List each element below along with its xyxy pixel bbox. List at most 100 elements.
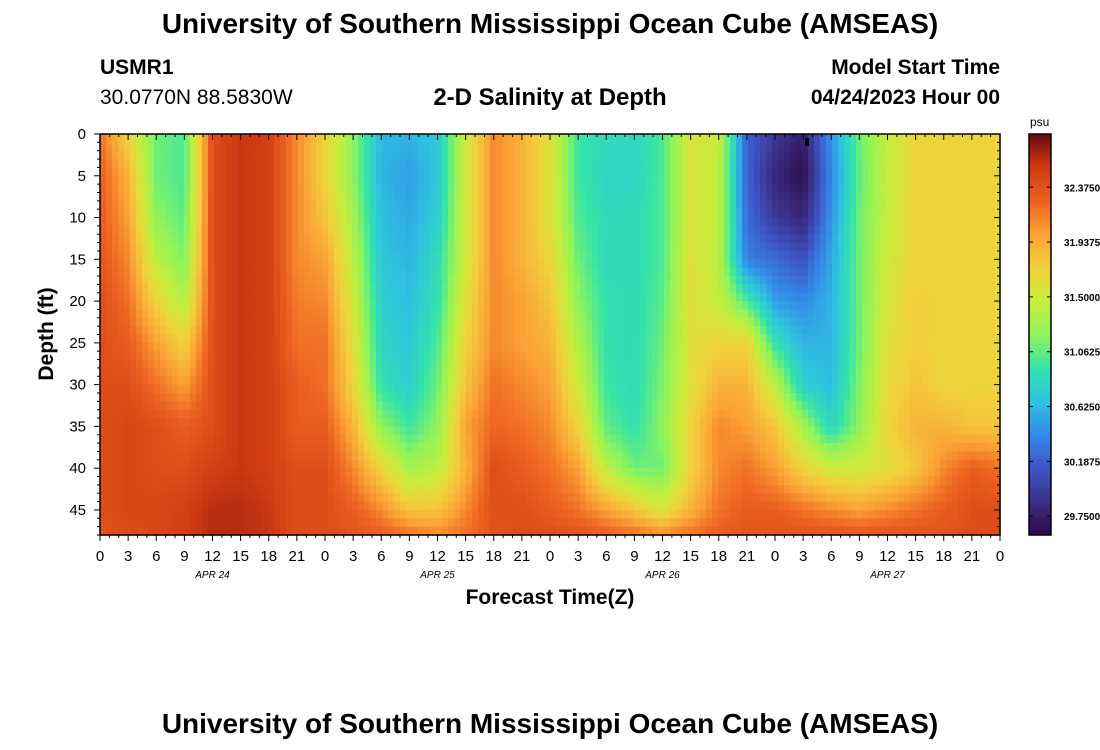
heatmap-cell: [484, 334, 491, 344]
heatmap-cell: [232, 159, 239, 169]
heatmap-cell: [304, 184, 311, 194]
heatmap-cell: [562, 267, 569, 277]
heatmap-cell: [538, 134, 545, 143]
heatmap-cell: [778, 276, 785, 285]
heatmap-cell: [214, 292, 221, 302]
heatmap-cell: [976, 200, 983, 210]
heatmap-cell: [778, 192, 785, 202]
heatmap-cell: [802, 234, 809, 244]
heatmap-cell: [136, 200, 143, 210]
heatmap-cell: [358, 351, 365, 361]
heatmap-cell: [826, 200, 833, 210]
heatmap-cell: [466, 384, 473, 394]
heatmap-cell: [874, 217, 881, 227]
heatmap-cell: [982, 376, 989, 386]
heatmap-cell: [412, 184, 419, 194]
heatmap-cell: [184, 175, 191, 185]
heatmap-cell: [292, 284, 299, 294]
heatmap-cell: [406, 217, 413, 227]
heatmap-cell: [592, 401, 599, 411]
heatmap-cell: [922, 225, 929, 235]
heatmap-cell: [514, 334, 521, 344]
heatmap-cell: [238, 334, 245, 344]
heatmap-cell: [712, 234, 719, 244]
heatmap-cell: [310, 334, 317, 344]
heatmap-cell: [904, 292, 911, 302]
heatmap-cell: [376, 234, 383, 244]
heatmap-cell: [400, 200, 407, 210]
heatmap-cell: [418, 359, 425, 369]
heatmap-cell: [832, 167, 839, 177]
heatmap-cell: [844, 384, 851, 394]
heatmap-cell: [802, 267, 809, 277]
heatmap-cell: [928, 242, 935, 252]
heatmap-cell: [928, 175, 935, 185]
heatmap-cell: [766, 342, 773, 352]
heatmap-cell: [262, 317, 269, 327]
heatmap-cell: [976, 351, 983, 361]
heatmap-cell: [124, 150, 131, 160]
heatmap-cell: [790, 351, 797, 361]
heatmap-cell: [370, 284, 377, 294]
heatmap-cell: [208, 292, 215, 302]
heatmap-cell: [478, 259, 485, 269]
heatmap-cell: [526, 384, 533, 394]
heatmap-cell: [892, 334, 899, 344]
heatmap-cell: [574, 184, 581, 194]
heatmap-cell: [766, 259, 773, 269]
heatmap-cell: [490, 326, 497, 336]
heatmap-cell: [160, 234, 167, 244]
heatmap-cell: [118, 351, 125, 361]
heatmap-cell: [352, 259, 359, 269]
heatmap-cell: [250, 359, 257, 369]
heatmap-cell: [868, 250, 875, 260]
heatmap-cell: [160, 334, 167, 344]
heatmap-cell: [982, 276, 989, 285]
heatmap-cell: [214, 367, 221, 377]
heatmap-cell: [826, 359, 833, 369]
heatmap-cell: [472, 217, 479, 227]
heatmap-cell: [586, 159, 593, 169]
heatmap-cell: [112, 175, 119, 185]
heatmap-cell: [820, 401, 827, 411]
heatmap-cell: [754, 317, 761, 327]
heatmap-cell: [316, 376, 323, 386]
heatmap-cell: [802, 351, 809, 361]
heatmap-cell: [964, 401, 971, 411]
heatmap-cell: [442, 317, 449, 327]
heatmap-cell: [556, 276, 563, 285]
heatmap-cell: [742, 200, 749, 210]
heatmap-cell: [496, 134, 503, 143]
heatmap-cell: [430, 234, 437, 244]
heatmap-cell: [964, 276, 971, 285]
heatmap-cell: [430, 376, 437, 386]
heatmap-cell: [568, 276, 575, 285]
heatmap-cell: [616, 367, 623, 377]
heatmap-cell: [148, 359, 155, 369]
heatmap-cell: [922, 267, 929, 277]
heatmap-cell: [298, 242, 305, 252]
heatmap-cell: [490, 384, 497, 394]
heatmap-cell: [922, 167, 929, 177]
heatmap-cell: [772, 367, 779, 377]
heatmap-cell: [688, 234, 695, 244]
heatmap-cell: [382, 259, 389, 269]
heatmap-cell: [382, 242, 389, 252]
heatmap-cell: [586, 359, 593, 369]
heatmap-cell: [244, 150, 251, 160]
heatmap-cell: [100, 267, 107, 277]
heatmap-cell: [214, 267, 221, 277]
heatmap-cell: [916, 159, 923, 169]
heatmap-cell: [394, 242, 401, 252]
heatmap-cell: [472, 142, 479, 152]
heatmap-cell: [592, 334, 599, 344]
heatmap-cell: [610, 250, 617, 260]
heatmap-cell: [184, 351, 191, 361]
heatmap-cell: [100, 159, 107, 169]
heatmap-cell: [370, 234, 377, 244]
heatmap-cell: [412, 276, 419, 285]
heatmap-cell: [880, 217, 887, 227]
heatmap-cell: [256, 234, 263, 244]
heatmap-cell: [832, 209, 839, 219]
heatmap-cell: [940, 200, 947, 210]
